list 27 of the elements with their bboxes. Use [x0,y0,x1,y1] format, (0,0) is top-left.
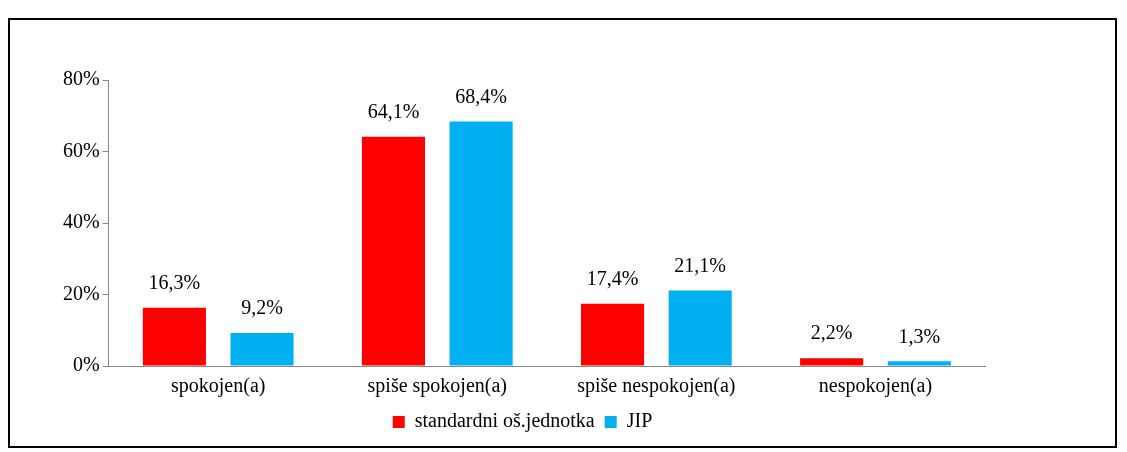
y-tick-label: 0% [72,353,100,376]
data-label: 16,3% [148,270,201,293]
bar [361,136,426,366]
bar [142,307,206,366]
bar [581,303,645,366]
y-tick-label: 80% [62,67,100,90]
y-tick-label: 40% [62,210,100,233]
bar [449,121,513,366]
bar [668,290,732,366]
y-tick-label: 20% [62,281,100,304]
legend-label: JIP [626,409,653,432]
data-label: 2,2% [810,321,853,344]
bar [887,361,951,366]
data-label: 64,1% [367,100,420,123]
bar [230,333,294,366]
data-label: 9,2% [241,296,283,319]
data-label: 21,1% [674,253,727,276]
data-label: 17,4% [586,267,639,290]
x-tick-label: spokojen(a) [170,374,266,398]
x-tick-label: spiše spokojen(a) [367,374,507,398]
y-tick-label: 60% [62,138,100,161]
data-label: 68,4% [455,84,507,107]
x-tick-label: nespokojen(a) [818,374,933,398]
legend-label: standardni oš.jednotka [414,409,595,433]
bar [800,358,864,366]
x-tick-label: spiše nespokojen(a) [577,374,736,398]
data-label: 1,3% [898,324,941,347]
